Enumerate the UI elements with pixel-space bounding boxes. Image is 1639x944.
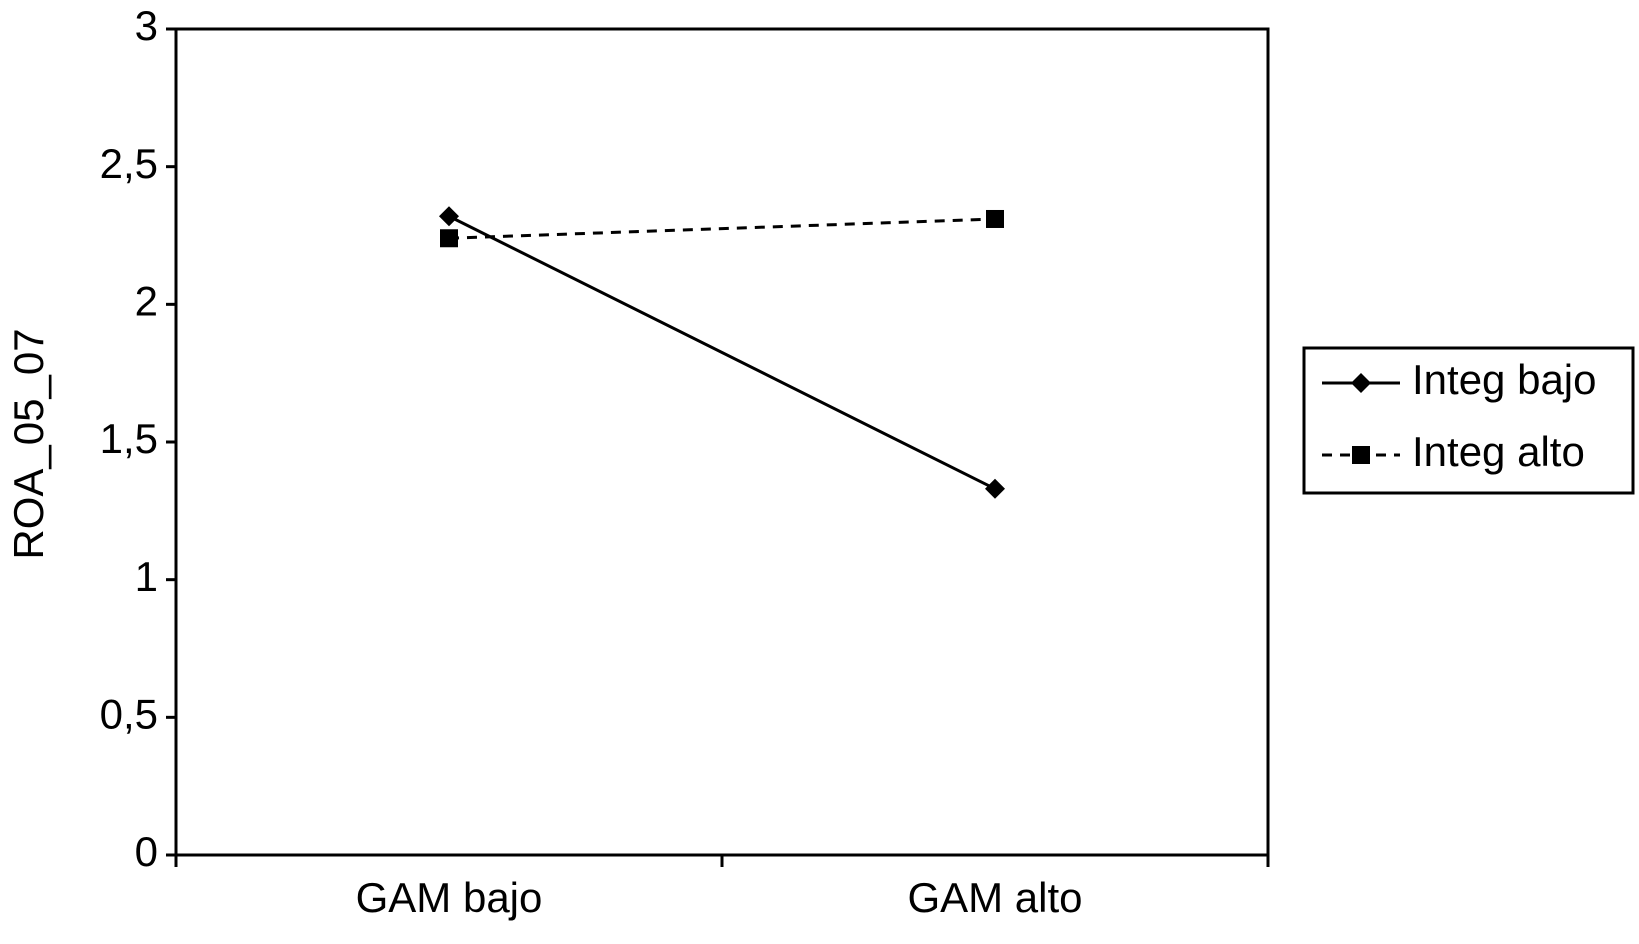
marker — [986, 209, 1004, 228]
y-tick-label: 2 — [135, 277, 158, 324]
marker — [985, 478, 1005, 499]
legend-label: Integ bajo — [1412, 356, 1597, 403]
y-tick-label: 2,5 — [100, 140, 158, 187]
marker — [1351, 373, 1371, 393]
x-tick-label: GAM bajo — [356, 874, 543, 921]
y-tick-label: 0 — [135, 828, 158, 875]
series-line — [448, 214, 996, 491]
marker — [439, 206, 459, 227]
y-tick-label: 1,5 — [100, 415, 158, 462]
y-tick-label: 0,5 — [100, 690, 158, 737]
marker — [440, 229, 458, 248]
plot-frame — [174, 27, 1270, 857]
y-axis-label: ROA_05_07 — [5, 328, 52, 559]
marker — [1352, 446, 1370, 464]
y-tick-label: 3 — [135, 2, 158, 49]
legend-box — [1302, 346, 1635, 495]
legend-label: Integ alto — [1412, 428, 1585, 475]
series-line — [448, 217, 996, 240]
x-tick-label: GAM alto — [907, 874, 1082, 921]
y-tick-label: 1 — [135, 553, 158, 600]
